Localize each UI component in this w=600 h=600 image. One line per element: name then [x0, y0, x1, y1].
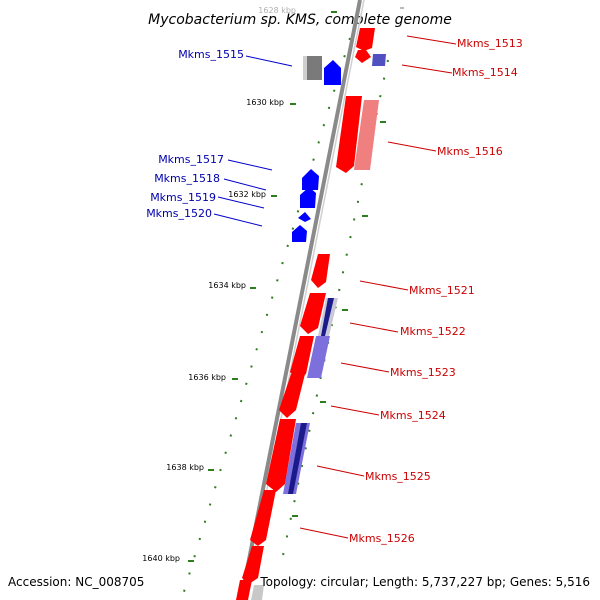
gene-label-mkms-1522[interactable]: Mkms_1522 — [400, 325, 466, 338]
gene-arrow-mkms-1518[interactable] — [300, 187, 316, 208]
ruler-label: 1632 kbp — [228, 190, 266, 199]
right-track-ticks — [292, 121, 386, 517]
gene-label-mkms-1521[interactable]: Mkms_1521 — [409, 284, 475, 297]
ruler-label: 1630 kbp — [246, 98, 284, 107]
gene-label-mkms-1523[interactable]: Mkms_1523 — [390, 366, 456, 379]
gene-arrow-mkms-1514[interactable] — [355, 50, 371, 63]
gene-arrow-mkms-1521[interactable] — [311, 254, 330, 288]
ruler-tick: 1632 kbp — [228, 190, 277, 199]
leader-line — [330, 405, 380, 416]
reverse-gene-labels: Mkms_1515 Mkms_1517 Mkms_1518 Mkms_1519 … — [146, 48, 293, 227]
gene-label-mkms-1526[interactable]: Mkms_1526 — [349, 532, 415, 545]
gene-arrow-mkms-1519[interactable] — [298, 212, 311, 222]
gene-label-mkms-1519[interactable]: Mkms_1519 — [150, 191, 216, 204]
gene-arrow-mkms-1517[interactable] — [302, 169, 319, 190]
gene-feature-gray — [307, 56, 322, 80]
ruler-tick: 1636 kbp — [188, 373, 238, 382]
leader-line — [406, 35, 457, 45]
leader-line — [223, 178, 267, 191]
ruler: 1628 kbp 1630 kbp 1632 kbp 1634 kbp 1636… — [142, 6, 337, 563]
gene-arrow-mkms-1522[interactable] — [300, 293, 326, 334]
leader-line — [245, 55, 293, 67]
leader-line — [401, 64, 453, 74]
gene-label-mkms-1524[interactable]: Mkms_1524 — [380, 409, 446, 422]
gene-label-mkms-1525[interactable]: Mkms_1525 — [365, 470, 431, 483]
leader-line — [359, 280, 409, 291]
gene-arrow-mkms-1520[interactable] — [292, 225, 307, 242]
leader-line — [340, 362, 390, 373]
gene-arrow-mkms-1515[interactable] — [324, 60, 341, 85]
reverse-strand-genes — [292, 56, 341, 242]
ruler-tick: 1638 kbp — [166, 463, 214, 472]
ruler-tick: 1634 kbp — [208, 281, 256, 290]
ruler-tick: 1640 kbp — [142, 554, 194, 563]
forward-strand-genes — [236, 28, 386, 600]
gene-arrow-mkms-1524[interactable] — [279, 374, 305, 418]
gene-arrow-partial[interactable] — [236, 580, 252, 600]
gene-label-mkms-1513[interactable]: Mkms_1513 — [457, 37, 523, 50]
leader-line — [213, 213, 263, 227]
gene-arrow-mkms-1526[interactable] — [250, 490, 276, 546]
gene-feature-1516 — [354, 100, 379, 170]
gene-label-mkms-1515[interactable]: Mkms_1515 — [178, 48, 244, 61]
leader-line — [316, 465, 365, 477]
genome-summary-text: Topology: circular; Length: 5,737,227 bp… — [259, 575, 590, 589]
gene-arrow-mkms-1525[interactable] — [266, 419, 296, 492]
leader-line — [227, 159, 273, 171]
gene-arrow-mkms-1513[interactable] — [356, 28, 375, 51]
gene-feature-1523 — [307, 336, 330, 378]
ruler-label: 1638 kbp — [166, 463, 204, 472]
gene-arrow-mkms-1523[interactable] — [290, 336, 314, 380]
gene-feature-1522-dark — [321, 298, 334, 336]
forward-gene-labels: Mkms_1513 Mkms_1514 Mkms_1516 Mkms_1521 … — [299, 35, 523, 545]
ruler-label: 1640 kbp — [142, 554, 180, 563]
leader-line — [217, 196, 265, 209]
leader-line — [299, 527, 349, 539]
chromosome-backbone — [239, 0, 362, 600]
gene-feature-1525-dark — [288, 423, 307, 494]
gene-feature-1514 — [372, 54, 386, 66]
gene-arrow-next[interactable] — [242, 546, 264, 584]
ruler-tick: 1628 kbp — [258, 6, 337, 15]
gene-feature-partial — [251, 585, 264, 600]
ruler-label: 1628 kbp — [258, 6, 296, 15]
gene-label-mkms-1514[interactable]: Mkms_1514 — [452, 66, 518, 79]
ruler-label: 1634 kbp — [208, 281, 246, 290]
accession-text: Accession: NC_008705 — [8, 575, 144, 589]
gene-arrow-mkms-1516[interactable] — [336, 96, 362, 173]
gene-label-mkms-1516[interactable]: Mkms_1516 — [437, 145, 503, 158]
gene-feature-gray-light — [303, 56, 307, 80]
leader-line — [349, 322, 399, 333]
ruler-tick: 1630 kbp — [246, 98, 296, 107]
gene-label-mkms-1518[interactable]: Mkms_1518 — [154, 172, 220, 185]
map-title: Mycobacterium sp. KMS, complete genome — [148, 12, 452, 28]
gene-label-mkms-1517[interactable]: Mkms_1517 — [158, 153, 224, 166]
leader-line — [387, 141, 437, 152]
ruler-label: 1636 kbp — [188, 373, 226, 382]
gene-label-mkms-1520[interactable]: Mkms_1520 — [146, 207, 212, 220]
